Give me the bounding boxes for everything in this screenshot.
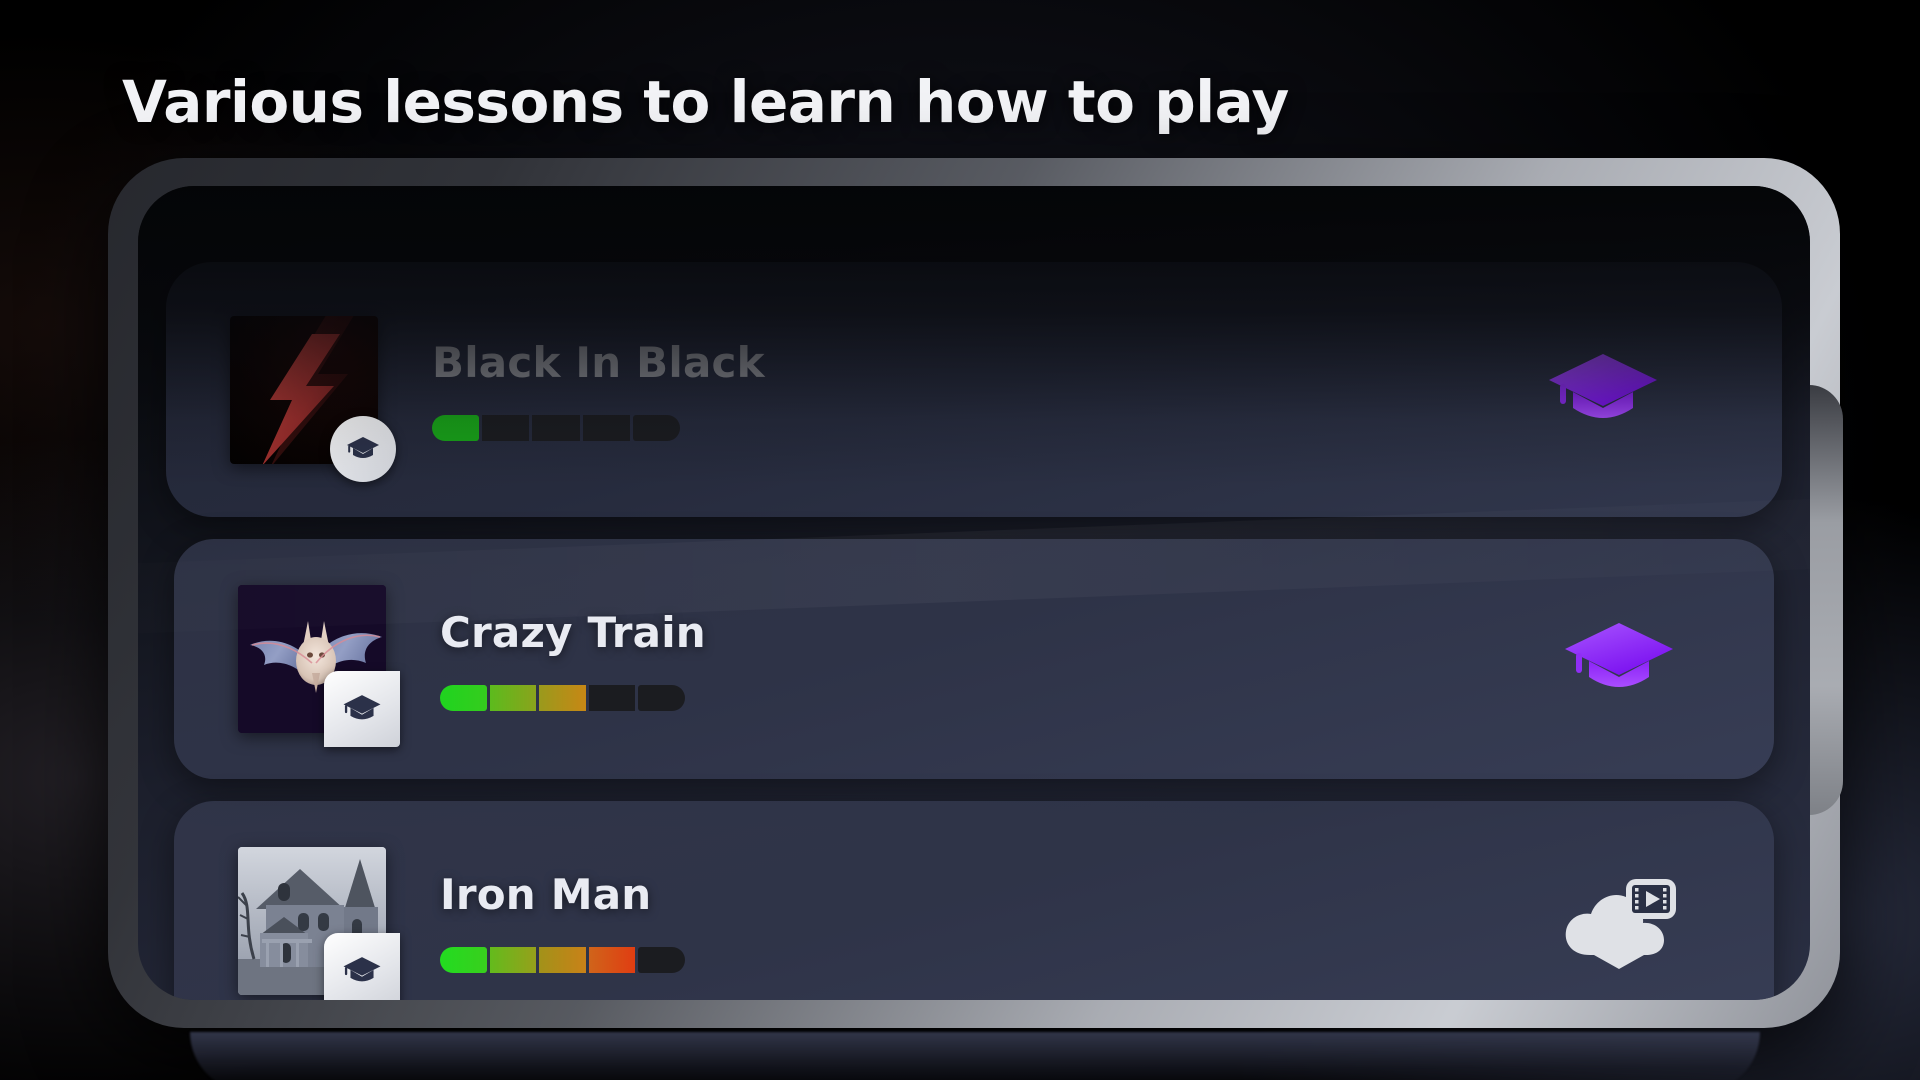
graduation-cap-icon bbox=[343, 695, 381, 720]
progress-segment bbox=[539, 946, 586, 973]
lesson-action-button[interactable] bbox=[1560, 872, 1678, 970]
lesson-body: Iron Man bbox=[440, 870, 1560, 973]
device-reflection bbox=[190, 1032, 1760, 1080]
page-title: Various lessons to learn how to play bbox=[122, 68, 1289, 136]
lesson-badge bbox=[330, 415, 396, 482]
progress-segment bbox=[588, 684, 636, 711]
lesson-card[interactable]: Iron Man bbox=[174, 801, 1774, 1000]
lesson-action-button[interactable] bbox=[1544, 341, 1662, 439]
lesson-title: Black In Black bbox=[432, 338, 765, 387]
progress-segment bbox=[440, 946, 487, 973]
album-art-wrap bbox=[238, 847, 400, 1000]
progress-segment bbox=[432, 415, 480, 441]
graduation-cap-icon bbox=[347, 436, 379, 458]
progress-segment bbox=[482, 415, 530, 441]
lesson-badge bbox=[324, 933, 400, 1000]
graduation-cap-icon bbox=[343, 957, 381, 982]
cloud-download-video-icon bbox=[1565, 879, 1676, 969]
lesson-title: Iron Man bbox=[440, 869, 652, 919]
lesson-body: Crazy Train bbox=[440, 608, 1560, 711]
lesson-body: Black In Black bbox=[432, 338, 1544, 441]
album-art-wrap bbox=[230, 315, 396, 482]
progress-segment bbox=[440, 684, 487, 711]
progress-segment bbox=[532, 415, 580, 441]
phone-screen: Black In Black bbox=[138, 186, 1810, 1000]
lesson-action-button[interactable] bbox=[1560, 610, 1678, 708]
progress-segment bbox=[632, 415, 681, 441]
graduation-cap-icon bbox=[1549, 353, 1657, 418]
album-art-wrap bbox=[238, 585, 400, 747]
progress-segment bbox=[638, 946, 685, 973]
progress-segment bbox=[588, 946, 636, 973]
graduation-cap-icon bbox=[1565, 623, 1673, 687]
progress-segment bbox=[582, 415, 630, 441]
lesson-list[interactable]: Black In Black bbox=[138, 186, 1810, 1000]
lesson-progress-bar bbox=[440, 684, 685, 711]
lesson-title: Crazy Train bbox=[440, 607, 706, 657]
progress-segment bbox=[489, 684, 537, 711]
progress-segment bbox=[539, 684, 586, 711]
progress-segment bbox=[489, 946, 537, 973]
progress-segment bbox=[638, 684, 685, 711]
lesson-card[interactable]: Crazy Train bbox=[174, 539, 1774, 779]
lesson-progress-bar bbox=[440, 946, 685, 973]
lesson-card[interactable]: Black In Black bbox=[166, 262, 1782, 517]
lesson-progress-bar bbox=[432, 415, 681, 441]
lesson-badge bbox=[324, 671, 400, 747]
